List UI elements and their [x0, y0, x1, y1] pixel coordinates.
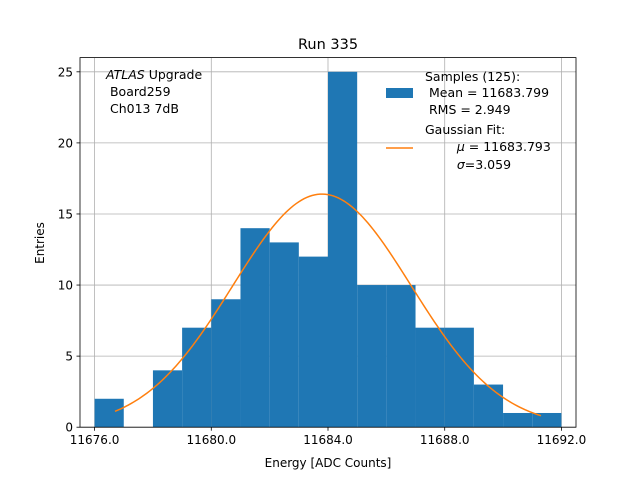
annotation-title-rest: Upgrade — [145, 67, 203, 82]
histogram-bars — [94, 71, 562, 428]
legend-fit-title: Gaussian Fit: — [425, 122, 505, 137]
histogram-bar — [386, 285, 416, 428]
annotation-board: Board259 — [106, 84, 171, 99]
y-tick-label: 15 — [58, 207, 73, 221]
y-axis-ticks: 0 5 10 15 20 25 — [58, 65, 80, 435]
gaussian-fit-curve — [114, 193, 542, 417]
histogram-bar — [328, 71, 358, 428]
histogram-bar — [473, 384, 504, 428]
histogram-bar — [240, 228, 270, 428]
svg-text:σ=3.059: σ=3.059 — [429, 157, 531, 172]
x-tick-label: 11684.0 — [303, 433, 353, 447]
svg-text:ATLAS Upgrade: ATLAS Upgrade — [105, 67, 202, 82]
histogram-bar — [94, 398, 124, 428]
svg-text:μ = 11683.793: μ = 11683.793 — [429, 139, 571, 154]
histogram-bar — [357, 285, 387, 428]
legend-samples-mean: Mean = 11683.799 — [425, 85, 549, 100]
y-axis-label: Entries — [33, 222, 47, 264]
legend-swatch-samples — [386, 88, 413, 98]
legend-samples-title: Samples (125): — [425, 69, 520, 84]
y-tick-label: 5 — [65, 350, 73, 364]
y-tick-label: 0 — [65, 421, 73, 435]
x-tick-label: 11688.0 — [420, 433, 470, 447]
legend-fit-sigma-symbol: σ — [457, 157, 466, 172]
experiment-annotation: ATLAS Upgrade Board259 Ch013 7dB — [105, 67, 202, 116]
x-axis-ticks: 11676.0 11680.0 11684.0 11688.0 11692.0 — [70, 427, 586, 447]
histogram-bar — [211, 299, 241, 428]
chart-title: Run 335 — [298, 37, 358, 53]
x-axis-label: Energy [ADC Counts] — [265, 456, 392, 470]
legend: Samples (125): Mean = 11683.799 RMS = 2.… — [386, 69, 571, 172]
x-tick-label: 11692.0 — [537, 433, 587, 447]
y-tick-label: 10 — [58, 279, 73, 293]
histogram-bar — [182, 327, 212, 428]
annotation-channel: Ch013 7dB — [106, 101, 179, 116]
x-tick-label: 11680.0 — [186, 433, 236, 447]
histogram-bar — [152, 370, 183, 428]
y-tick-label: 20 — [58, 136, 73, 150]
legend-fit-mu-symbol: μ — [456, 139, 465, 154]
legend-fit-mu-value: = 11683.793 — [465, 139, 551, 154]
annotation-italic: ATLAS — [105, 67, 145, 82]
histogram-bar — [298, 256, 328, 428]
histogram-bar — [532, 412, 562, 428]
histogram-bar — [415, 327, 445, 428]
histogram-bar — [269, 242, 299, 428]
legend-samples-rms: RMS = 2.949 — [425, 102, 511, 117]
histogram-bar — [503, 412, 533, 428]
x-tick-label: 11676.0 — [70, 433, 120, 447]
legend-fit-sigma-value: =3.059 — [465, 157, 511, 172]
y-tick-label: 25 — [58, 65, 73, 79]
